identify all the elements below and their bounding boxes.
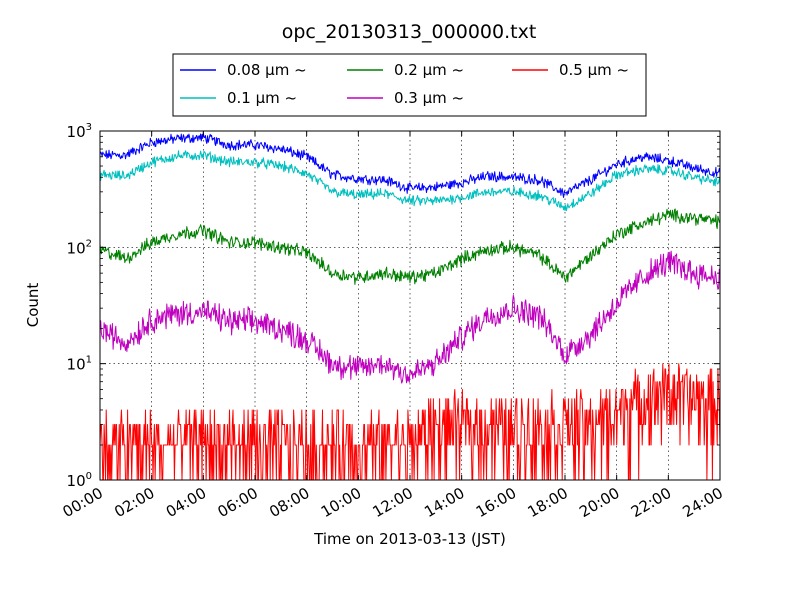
y-axis-label: Count bbox=[24, 283, 42, 328]
legend-label-4: 0.5 µm ~ bbox=[559, 61, 629, 79]
chart-title: opc_20130313_000000.txt bbox=[282, 21, 537, 43]
x-tick-label: 02:00 bbox=[111, 484, 157, 521]
y-tick-labels: 100 101 102 103 bbox=[67, 122, 92, 490]
y-tick-label: 100 bbox=[67, 471, 92, 490]
legend-label-3: 0.3 µm ~ bbox=[394, 89, 464, 107]
y-tick-label: 103 bbox=[67, 122, 92, 141]
x-tick-label: 14:00 bbox=[421, 484, 467, 521]
x-tick-label: 18:00 bbox=[525, 484, 571, 521]
plot-frame bbox=[99, 130, 721, 481]
x-tick-label: 22:00 bbox=[628, 484, 674, 521]
legend: 0.08 µm ~ 0.1 µm ~ 0.2 µm ~ 0.3 µm ~ 0.5 µm … bbox=[172, 53, 647, 117]
x-tick-label: 10:00 bbox=[318, 484, 364, 521]
y-tick-label: 101 bbox=[67, 355, 92, 374]
series-line-3 bbox=[99, 250, 721, 384]
series-line-2 bbox=[99, 208, 721, 285]
x-tick-label: 08:00 bbox=[266, 484, 312, 521]
legend-label-2: 0.2 µm ~ bbox=[394, 61, 464, 79]
legend-label-1: 0.1 µm ~ bbox=[227, 89, 297, 107]
x-axis-label: Time on 2013-03-13 (JST) bbox=[313, 530, 506, 548]
series-line-4 bbox=[99, 363, 721, 481]
legend-box bbox=[172, 53, 647, 117]
x-tick-label: 24:00 bbox=[680, 484, 726, 521]
x-tick-labels: 00:00 02:00 04:00 06:00 08:00 10:00 12:00 14:00… bbox=[60, 484, 726, 521]
series-line-1 bbox=[99, 150, 721, 212]
y-tick-label: 102 bbox=[67, 238, 92, 257]
x-tick-label: 20:00 bbox=[576, 484, 622, 521]
x-tick-label: 06:00 bbox=[215, 484, 261, 521]
x-tick-label: 04:00 bbox=[163, 484, 209, 521]
x-tick-label: 12:00 bbox=[370, 484, 416, 521]
x-tick-label: 16:00 bbox=[473, 484, 519, 521]
legend-label-0: 0.08 µm ~ bbox=[227, 61, 307, 79]
